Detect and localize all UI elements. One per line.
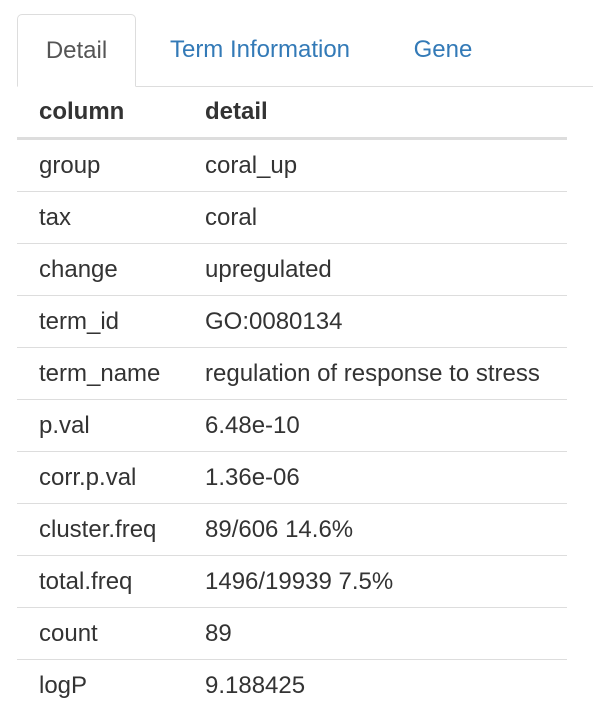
row-key: cluster.freq [17, 503, 183, 556]
row-value: 6.48e-10 [183, 399, 567, 452]
table-row: change upregulated [17, 243, 567, 296]
row-key: term_id [17, 295, 183, 348]
row-key: group [17, 138, 183, 192]
row-key: logP [39, 671, 88, 699]
row-value: regulation of response to stress [183, 347, 567, 400]
row-key: tax [17, 191, 183, 244]
row-value: 89/606 14.6% [183, 503, 567, 556]
detail-header: detail [183, 87, 567, 140]
row-value: coral [183, 191, 567, 244]
row-value: 1496/19939 7.5% [183, 555, 567, 608]
row-key: corr.p.val [17, 451, 183, 504]
table-row: p.val 6.48e-10 [17, 399, 567, 452]
table-header-row: column detail [17, 87, 567, 140]
row-key: term_name [17, 347, 183, 400]
column-header: column [17, 87, 183, 140]
row-key: count [17, 607, 183, 660]
table-row: cluster.freq 89/606 14.6% [17, 503, 567, 556]
table-row: tax coral [17, 191, 567, 244]
row-value: 1.36e-06 [183, 451, 567, 504]
detail-table: column detail group coral_up tax coral c… [17, 87, 567, 711]
table-row: term_id GO:0080134 [17, 295, 567, 348]
table-row: group coral_up [17, 138, 567, 192]
table-row: term_name regulation of response to stre… [17, 347, 567, 400]
table-row: logP 9.188425 [17, 660, 567, 712]
row-value: GO:0080134 [183, 295, 567, 348]
row-value: 89 [183, 607, 567, 660]
row-key: p.val [17, 399, 183, 452]
row-value: upregulated [183, 243, 567, 296]
table-row: corr.p.val 1.36e-06 [17, 451, 567, 504]
tab-gene[interactable]: Gene [413, 36, 473, 63]
tab-bar: Detail Term Information Gene [17, 14, 593, 87]
row-value: coral_up [183, 138, 567, 192]
tab-term-information[interactable]: Term Information [169, 36, 351, 63]
row-key: total.freq [17, 555, 183, 608]
tab-detail[interactable]: Detail [17, 14, 136, 87]
row-key: change [17, 243, 183, 296]
table-row: count 89 [17, 607, 567, 660]
table-row: total.freq 1496/19939 7.5% [17, 555, 567, 608]
row-value: 9.188425 [205, 671, 306, 699]
